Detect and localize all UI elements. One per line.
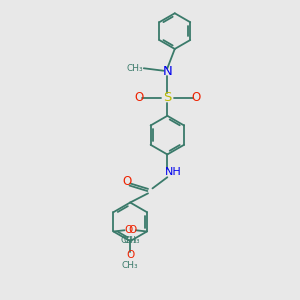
Text: O: O — [128, 224, 136, 235]
Text: O: O — [191, 92, 200, 104]
Text: O: O — [126, 250, 134, 260]
Text: O: O — [124, 224, 132, 235]
Text: CH₃: CH₃ — [127, 64, 143, 73]
Text: O: O — [123, 175, 132, 188]
Text: NH: NH — [165, 167, 182, 177]
Text: CH₃: CH₃ — [122, 261, 139, 270]
Text: CH₃: CH₃ — [124, 236, 140, 245]
Text: S: S — [163, 92, 172, 104]
Text: O: O — [134, 92, 143, 104]
Text: N: N — [163, 65, 172, 79]
Text: CH₃: CH₃ — [120, 236, 136, 245]
